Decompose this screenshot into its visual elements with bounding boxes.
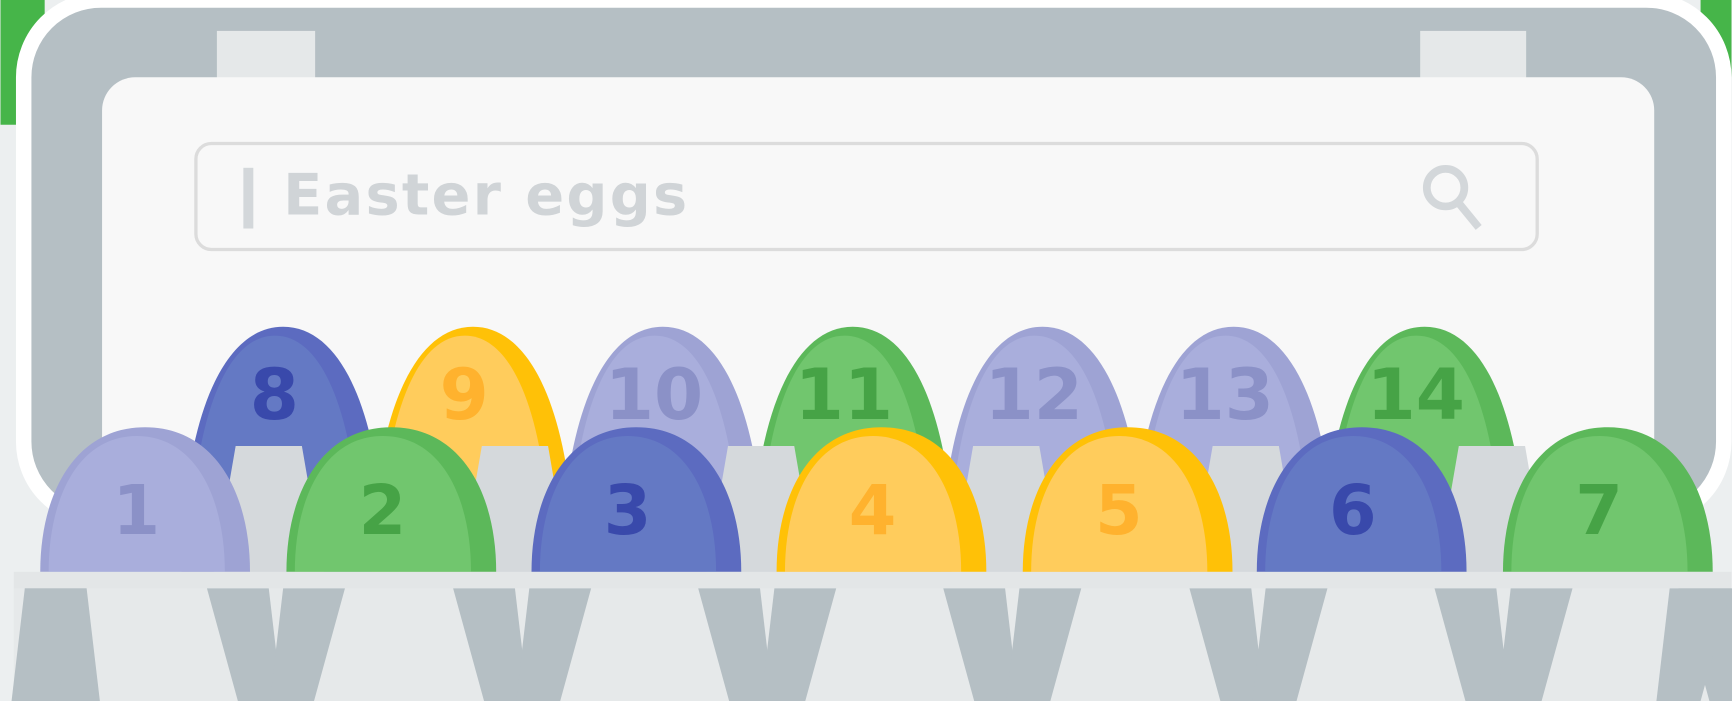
- egg-number: 4: [849, 471, 897, 551]
- egg-number: 5: [1095, 471, 1143, 551]
- egg-number: 3: [604, 471, 652, 551]
- egg-number: 12: [985, 353, 1083, 436]
- search-box[interactable]: Easter eggs: [196, 144, 1537, 250]
- search-query: Easter eggs: [283, 161, 689, 228]
- page: Easter eggs 891011121314 1234567 (() => …: [0, 0, 1732, 701]
- egg-number: 8: [250, 353, 299, 436]
- egg-number: 13: [1176, 353, 1274, 436]
- egg-number: 7: [1575, 471, 1623, 551]
- egg-number: 1: [112, 471, 160, 551]
- egg-number: 9: [440, 353, 489, 436]
- text-cursor: [243, 168, 253, 229]
- egg-number: 2: [359, 471, 407, 551]
- egg-number: 6: [1329, 471, 1377, 551]
- egg-number: 14: [1367, 353, 1465, 436]
- egg-number: 10: [605, 353, 703, 436]
- easter-carton: Easter eggs 891011121314 1234567: [0, 0, 1732, 701]
- carton-ledge: [14, 572, 1732, 589]
- carton-base: [12, 572, 1732, 701]
- egg-number: 11: [795, 353, 893, 436]
